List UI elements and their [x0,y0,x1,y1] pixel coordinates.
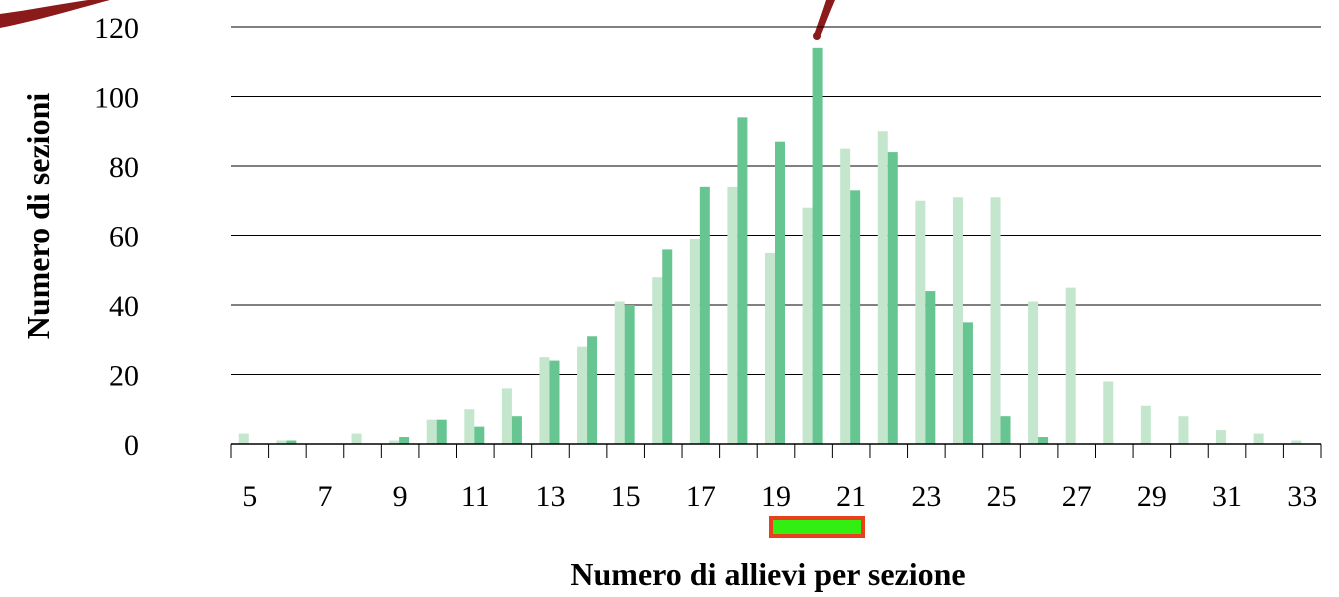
bar-series2-14 [587,336,598,444]
bar-series1-29 [1140,405,1151,444]
x-tick-label-29: 29 [1137,480,1167,513]
bar-series1-25 [990,197,1001,444]
y-tick-labels: 0 20 40 60 80 100 120 [94,12,139,462]
x-tick-label-13: 13 [535,480,565,513]
bar-series1-22 [877,131,888,444]
y-tick-label-120: 120 [94,12,139,45]
bar-series1-8 [351,433,362,444]
x-tick-label-9: 9 [393,480,408,513]
bar-series1-24 [952,197,963,444]
bar-series1-28 [1103,381,1114,444]
bar-series2-9 [399,437,410,444]
x-tick-label-33: 33 [1287,480,1317,513]
bar-series1-30 [1178,416,1189,444]
y-tick-label-100: 100 [94,82,139,115]
bar-series2-21 [850,190,861,444]
x-tick-label-7: 7 [317,480,332,513]
bar-series1-27 [1065,287,1076,445]
x-tick-label-23: 23 [911,480,941,513]
bar-series1-26 [1028,301,1039,444]
bar-series2-6 [286,440,297,444]
decorative-arrow-tip [813,32,821,40]
bar-series2-24 [962,322,973,445]
bar-series2-26 [1038,437,1049,444]
bar-series2-11 [474,426,485,445]
y-tick-label-0: 0 [124,429,139,462]
x-tick-label-21: 21 [836,480,866,513]
x-tick-label-17: 17 [686,480,716,513]
x-tick-label-15: 15 [611,480,641,513]
x-tick-label-25: 25 [987,480,1017,513]
bar-series1-21 [840,148,851,445]
x-axis [230,443,1322,458]
bar-series2-15 [624,305,635,444]
bar-series1-6 [276,440,287,444]
bar-series2-22 [887,152,898,444]
bars [238,47,1302,445]
y-tick-label-20: 20 [109,360,139,393]
decorative-arrow-peak [814,0,835,37]
bar-series2-20 [812,47,823,444]
y-axis-title: Numero di sezioni [20,93,56,340]
bar-series1-14 [577,346,588,444]
bar-series1-31 [1216,430,1227,444]
bar-series1-20 [802,207,813,444]
bar-series1-10 [426,419,437,444]
x-tick-label-31: 31 [1212,480,1242,513]
bar-series1-32 [1253,433,1264,444]
bar-series2-12 [511,416,522,444]
bar-series1-16 [652,277,663,444]
bar-series2-13 [549,360,560,444]
y-tick-label-40: 40 [109,290,139,323]
bar-series1-5 [238,433,249,444]
bar-series1-23 [915,200,926,444]
x-tick-labels: 5 7 9 11 13 15 17 19 21 23 25 27 29 31 33 [242,480,1317,513]
x-tick-label-5: 5 [242,480,257,513]
bar-series1-18 [727,186,738,444]
bar-series2-18 [737,117,748,444]
x-tick-label-11: 11 [461,480,490,513]
bar-series2-16 [662,249,673,444]
bar-series1-12 [501,388,512,444]
bar-series2-23 [925,291,936,444]
x-tick-label-19: 19 [761,480,791,513]
bar-series1-9 [389,440,400,444]
bar-series1-19 [765,252,775,445]
y-tick-label-80: 80 [109,151,139,184]
y-tick-label-60: 60 [109,221,139,254]
decorative-arrow-left [0,0,110,28]
bar-series1-15 [614,301,625,444]
highlight-range-marker [769,516,865,538]
bar-series1-33 [1291,440,1302,444]
bar-series2-19 [775,141,785,444]
bar-series1-17 [689,238,700,444]
bar-series2-25 [1000,416,1011,444]
bar-series1-13 [539,357,550,445]
x-axis-title: Numero di allievi per sezione [570,556,965,592]
bar-series2-17 [699,186,710,444]
bar-series1-11 [464,409,475,444]
bar-series2-10 [436,419,447,444]
x-tick-label-27: 27 [1062,480,1092,513]
